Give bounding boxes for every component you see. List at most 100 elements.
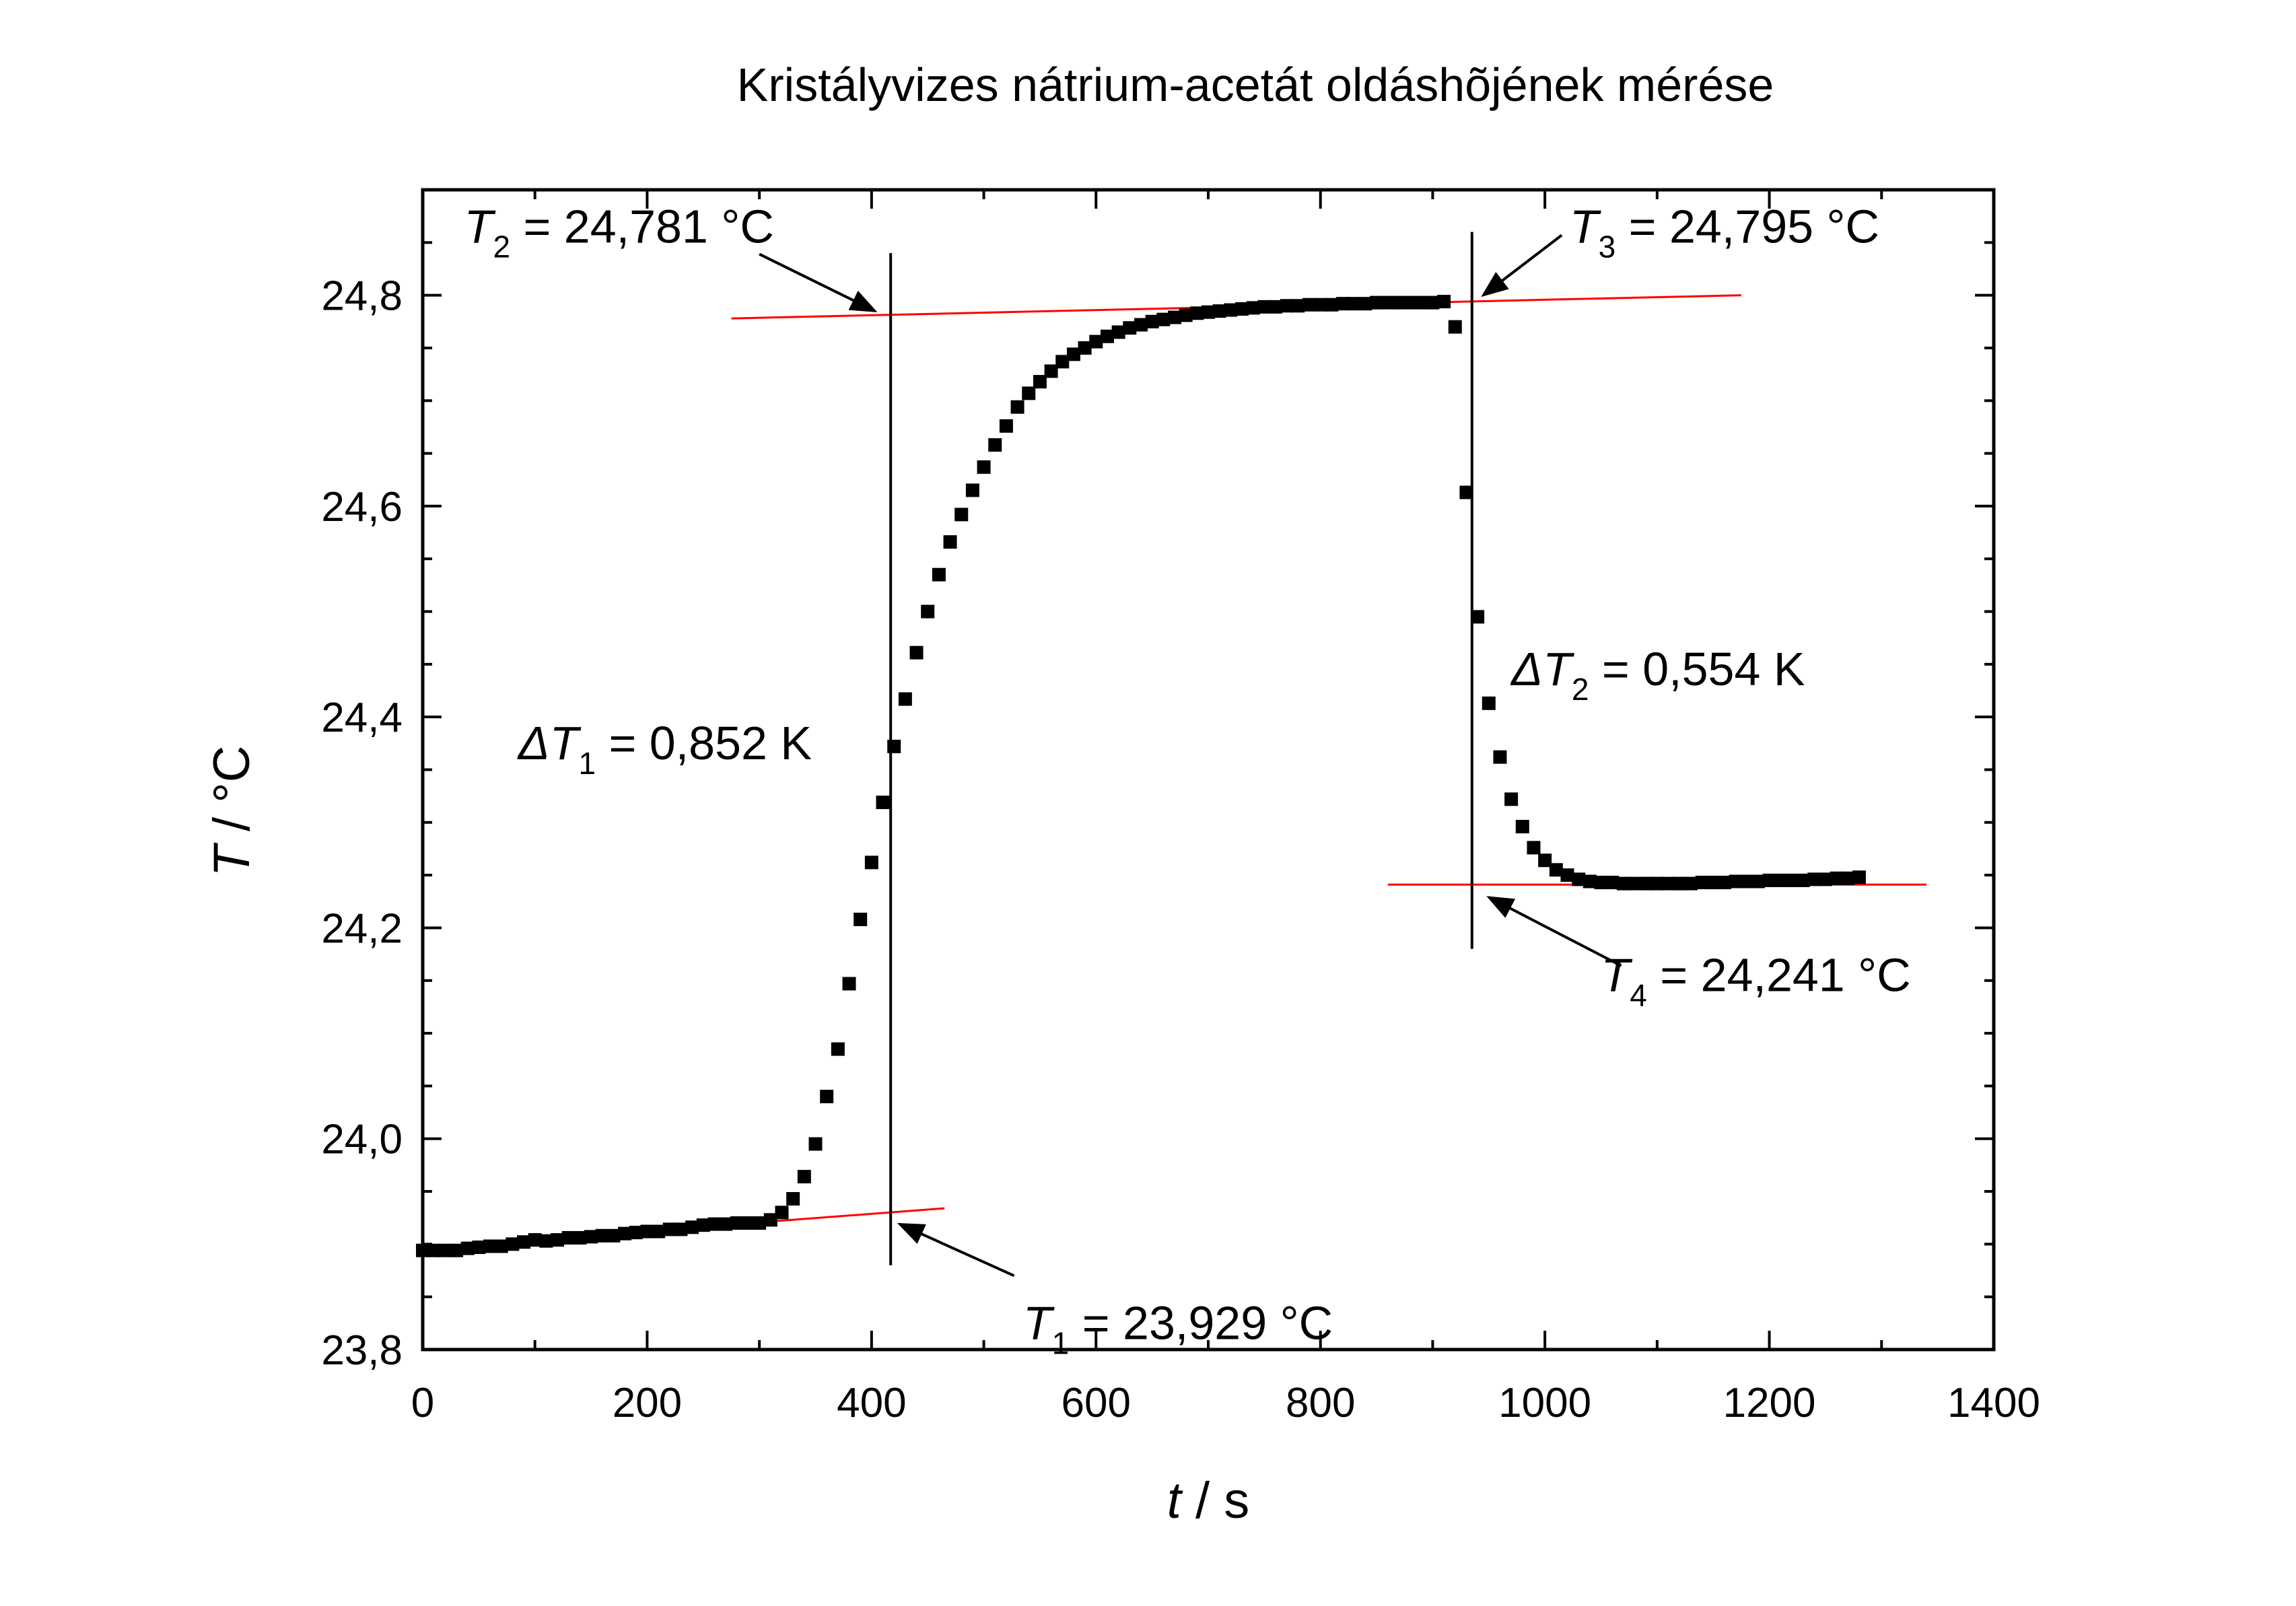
annotation-subscript: 1: [1052, 1325, 1070, 1360]
annotation-t4: T4 = 24,241 °C: [1486, 896, 1911, 1012]
data-point: [977, 460, 991, 474]
data-point: [1156, 312, 1171, 326]
data-point: [1224, 303, 1238, 317]
annotation-t1: T1 = 23,929 °C: [897, 1222, 1333, 1360]
data-point: [472, 1241, 486, 1255]
data-point: [1504, 792, 1519, 806]
data-point: [1852, 870, 1866, 884]
annotation-value: = 24,241 °C: [1647, 948, 1911, 1001]
data-point: [539, 1234, 553, 1248]
data-point: [909, 645, 924, 660]
data-point: [1403, 295, 1418, 310]
data-point: [1010, 400, 1024, 414]
annotation-label-t3: T3 = 24,795 °C: [1570, 200, 1879, 264]
data-point: [416, 1243, 429, 1257]
annotation-t3: T3 = 24,795 °C: [1481, 200, 1879, 298]
annotation-symbol: ΔT: [517, 717, 582, 769]
y-tick-label: 23,8: [321, 1327, 403, 1374]
data-point: [1796, 873, 1810, 887]
y-tick-label: 24,4: [321, 695, 403, 741]
data-point: [887, 740, 901, 754]
annotation-arrow: [759, 252, 878, 312]
data-point: [1841, 871, 1855, 885]
data-point: [1673, 876, 1687, 891]
x-tick-label: 600: [1062, 1380, 1131, 1426]
data-point: [1145, 314, 1159, 328]
data-point: [1706, 876, 1720, 890]
data-point: [854, 912, 868, 926]
data-point: [763, 1213, 777, 1227]
data-point: [1471, 610, 1485, 624]
data-point: [1381, 295, 1395, 310]
data-point: [1661, 876, 1675, 891]
data-point: [685, 1220, 699, 1234]
data-point: [1807, 872, 1821, 886]
data-point: [528, 1233, 542, 1247]
data-point: [1358, 297, 1372, 311]
data-point: [561, 1230, 576, 1245]
y-axis-title-unit: / °C: [203, 745, 260, 845]
data-point: [842, 977, 856, 991]
annotation-value: = 0,852 K: [596, 717, 812, 769]
data-point: [606, 1228, 621, 1243]
data-point: [1370, 295, 1384, 310]
data-point: [1740, 874, 1754, 888]
data-point: [1717, 876, 1731, 890]
data-point: [1605, 876, 1620, 890]
x-tick-label: 200: [613, 1380, 682, 1426]
data-point: [730, 1216, 744, 1230]
data-point: [1202, 305, 1215, 319]
data-point: [674, 1222, 688, 1236]
annotation-label-t2: T2 = 24,781 °C: [464, 200, 774, 264]
data-point: [652, 1224, 666, 1238]
data-point: [1190, 306, 1204, 320]
data-point: [999, 419, 1013, 433]
annotation-subscript: 2: [493, 229, 510, 264]
annotation-label-t4: T4 = 24,241 °C: [1601, 948, 1911, 1012]
data-point: [1572, 872, 1586, 886]
data-point: [1325, 298, 1339, 312]
data-point: [1392, 295, 1406, 310]
data-point: [820, 1090, 834, 1104]
annotation-label-dt2: ΔT2 = 0,554 K: [1510, 643, 1805, 707]
data-point: [1111, 325, 1125, 339]
data-point: [1134, 318, 1148, 332]
data-point: [1482, 696, 1496, 710]
data-point: [1437, 295, 1451, 309]
data-point: [1313, 298, 1327, 312]
annotation-symbol: ΔT: [1510, 643, 1574, 695]
data-point: [1493, 750, 1507, 764]
data-point: [965, 483, 979, 497]
y-tick-label: 24,2: [321, 905, 403, 952]
data-point: [494, 1239, 508, 1253]
annotation-dt2: ΔT2 = 0,554 K: [1510, 643, 1805, 707]
data-point: [1830, 871, 1844, 885]
x-tick-label: 1400: [1947, 1380, 2040, 1426]
data-point: [584, 1230, 598, 1244]
annotation-subscript: 1: [578, 746, 596, 781]
annotation-value: = 0,554 K: [1589, 643, 1805, 695]
data-point: [808, 1137, 823, 1151]
data-point: [1022, 386, 1036, 400]
data-point: [921, 604, 935, 619]
y-axis-title-symbol: T: [203, 843, 260, 877]
data-point: [898, 692, 912, 706]
annotation-dt1: ΔT1 = 0,852 K: [517, 717, 812, 781]
data-point: [506, 1237, 520, 1251]
data-point: [517, 1235, 531, 1249]
data-point: [1426, 295, 1440, 310]
data-point: [1055, 355, 1070, 369]
data-point: [1302, 298, 1317, 312]
data-point: [988, 438, 1002, 452]
data-point: [1066, 347, 1080, 361]
data-point: [954, 508, 969, 522]
annotation-subscript: 4: [1630, 977, 1647, 1012]
data-point: [741, 1216, 755, 1230]
data-point: [707, 1217, 722, 1231]
x-tick-label: 1000: [1498, 1380, 1591, 1426]
annotation-symbol: T: [1570, 200, 1601, 252]
data-point: [864, 856, 878, 870]
data-point: [1246, 301, 1260, 315]
